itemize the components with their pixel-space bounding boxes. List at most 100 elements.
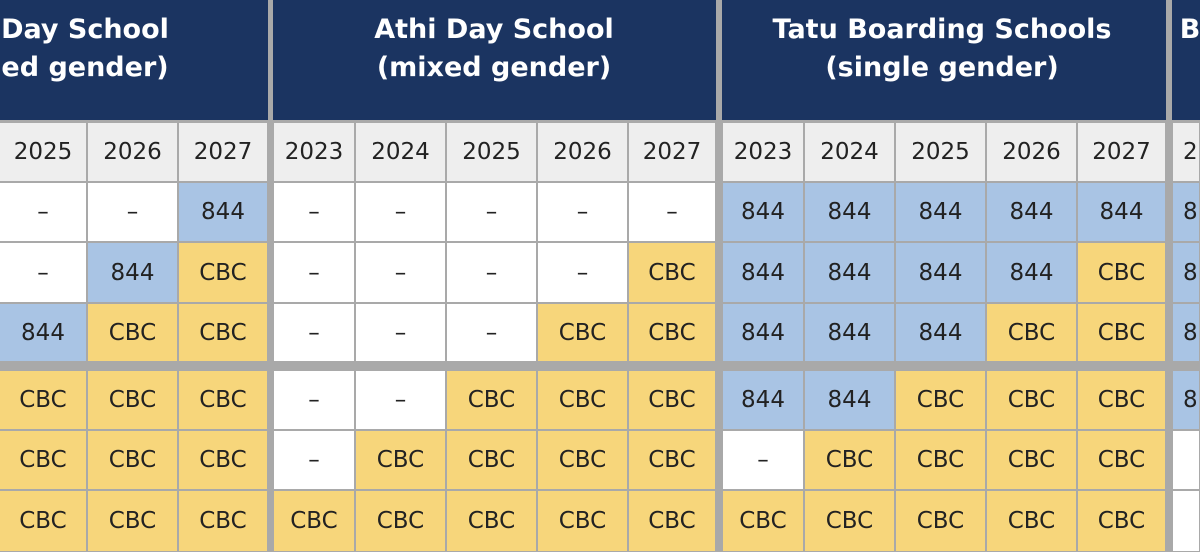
- table-cell: –: [274, 243, 354, 302]
- year-header: 2025: [0, 123, 86, 181]
- table-cell: CBC: [805, 431, 894, 489]
- year-header: 2024: [805, 123, 894, 181]
- year-header: 2025: [896, 123, 985, 181]
- table-cell: CBC: [179, 304, 267, 361]
- table-cell: [1173, 431, 1199, 489]
- table-cell: CBC: [447, 491, 536, 551]
- table-cell: –: [356, 304, 445, 361]
- table-cell: CBC: [987, 304, 1076, 361]
- table-cell: CBC: [629, 491, 715, 551]
- year-header: 2026: [987, 123, 1076, 181]
- table-cell: 844: [88, 243, 177, 302]
- table-cell: –: [447, 304, 536, 361]
- year-header: 2025: [447, 123, 536, 181]
- table-cell: CBC: [896, 431, 985, 489]
- table-cell: CBC: [0, 431, 86, 489]
- table-cell: 844: [896, 243, 985, 302]
- group-title: B: [1179, 14, 1200, 45]
- year-header: 2024: [356, 123, 445, 181]
- table-cell: CBC: [274, 491, 354, 551]
- table-cell: –: [274, 304, 354, 361]
- table-cell: CBC: [447, 371, 536, 429]
- table-cell: –: [0, 243, 86, 302]
- table-cell: CBC: [629, 243, 715, 302]
- table-cell: CBC: [88, 431, 177, 489]
- table-cell: CBC: [538, 371, 627, 429]
- table-cell: 844: [805, 183, 894, 241]
- table-cell: CBC: [1078, 371, 1165, 429]
- table-cell: CBC: [179, 243, 267, 302]
- table-cell: CBC: [1078, 243, 1165, 302]
- year-header: 2027: [179, 123, 267, 181]
- table-cell: CBC: [629, 304, 715, 361]
- table-cell: 844: [896, 183, 985, 241]
- table-cell: –: [274, 371, 354, 429]
- group-subtitle: (mixed gender): [376, 52, 612, 83]
- group-title: Tatu Boarding Schools: [772, 14, 1112, 45]
- table-cell: 8: [1173, 304, 1199, 361]
- table-cell: 8: [1173, 183, 1199, 241]
- table-cell: –: [356, 243, 445, 302]
- group-header: B: [1172, 0, 1200, 120]
- table-cell: CBC: [896, 371, 985, 429]
- table-cell: –: [274, 431, 354, 489]
- table-cell: –: [274, 183, 354, 241]
- table-cell: CBC: [356, 431, 445, 489]
- table-cell: 844: [896, 304, 985, 361]
- table-cell: –: [538, 183, 627, 241]
- table-cell: [1173, 491, 1199, 551]
- group-header: Tatu Boarding Schools (single gender): [722, 0, 1166, 120]
- group-header: Day School ed gender): [0, 0, 268, 120]
- table-cell: CBC: [88, 491, 177, 551]
- table-cell: –: [723, 431, 803, 489]
- table-cell: 844: [723, 371, 803, 429]
- table-cell: CBC: [1078, 431, 1165, 489]
- table-cell: –: [447, 243, 536, 302]
- table-cell: CBC: [356, 491, 445, 551]
- year-header: 2026: [538, 123, 627, 181]
- table-cell: CBC: [896, 491, 985, 551]
- table-cell: 844: [805, 243, 894, 302]
- year-header: 2023: [274, 123, 354, 181]
- table-cell: 844: [805, 371, 894, 429]
- table-cell: 844: [987, 243, 1076, 302]
- table-cell: –: [0, 183, 86, 241]
- table-cell: 844: [179, 183, 267, 241]
- table-cell: CBC: [538, 491, 627, 551]
- table-cell: CBC: [0, 491, 86, 551]
- table-cell: 8: [1173, 371, 1199, 429]
- table-cell: CBC: [447, 431, 536, 489]
- table-cell: 844: [1078, 183, 1165, 241]
- table-cell: CBC: [0, 371, 86, 429]
- table-cell: CBC: [987, 371, 1076, 429]
- table-cell: CBC: [538, 431, 627, 489]
- table-cell: –: [447, 183, 536, 241]
- table-cell: 844: [805, 304, 894, 361]
- table-cell: 844: [0, 304, 86, 361]
- table-cell: CBC: [1078, 304, 1165, 361]
- year-header: 2026: [88, 123, 177, 181]
- table-cell: CBC: [723, 491, 803, 551]
- table-cell: 844: [723, 243, 803, 302]
- table-cell: 844: [987, 183, 1076, 241]
- table-cell: CBC: [987, 491, 1076, 551]
- group-title: Day School: [1, 14, 169, 45]
- group-header: Athi Day School (mixed gender): [273, 0, 716, 120]
- year-header: 20: [1173, 123, 1199, 181]
- table-cell: CBC: [1078, 491, 1165, 551]
- year-header: 2027: [629, 123, 715, 181]
- table-cell: 844: [723, 183, 803, 241]
- table-cell: CBC: [179, 371, 267, 429]
- group-title: Athi Day School: [374, 14, 614, 45]
- table-cell: CBC: [88, 304, 177, 361]
- group-subtitle: (single gender): [825, 52, 1059, 83]
- table-cell: 8: [1173, 243, 1199, 302]
- table-cell: CBC: [805, 491, 894, 551]
- table-cell: –: [356, 371, 445, 429]
- table-cell: CBC: [179, 431, 267, 489]
- table-cell: –: [88, 183, 177, 241]
- table-cell: –: [538, 243, 627, 302]
- table-cell: CBC: [629, 431, 715, 489]
